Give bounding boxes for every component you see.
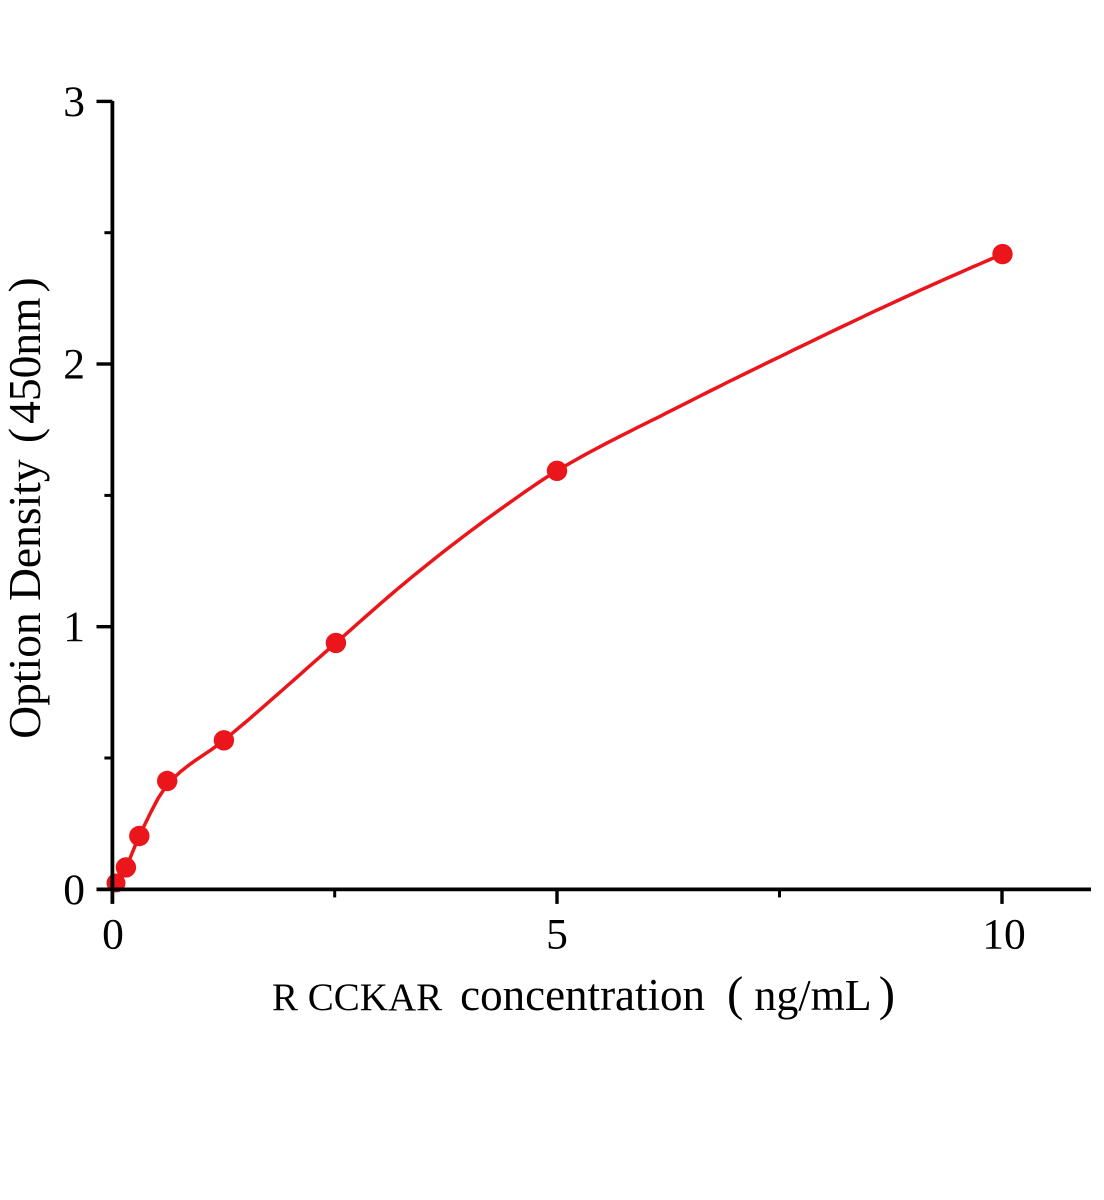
svg-text:Option Density (450nm): Option Density (450nm) [0,277,50,738]
svg-text:3: 3 [63,78,85,126]
svg-text:0: 0 [102,911,124,959]
svg-text:1: 1 [63,603,85,651]
svg-text:5: 5 [546,911,568,959]
svg-text:2: 2 [63,340,85,388]
svg-text:10: 10 [982,911,1026,959]
svg-text:0: 0 [63,866,85,914]
